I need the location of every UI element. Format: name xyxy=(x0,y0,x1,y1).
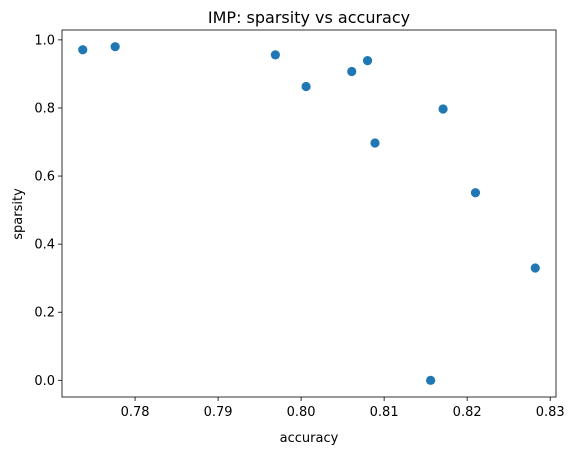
x-axis-ticks: 0.78 0.79 0.80 0.81 0.82 0.83 xyxy=(121,397,565,420)
chart-title: IMP: sparsity vs accuracy xyxy=(208,8,410,27)
data-point xyxy=(78,45,88,55)
y-axis-ticks: 0.0 0.2 0.4 0.6 0.8 1.0 xyxy=(34,33,62,389)
x-tick-label: 0.82 xyxy=(453,405,482,420)
data-points xyxy=(78,42,540,385)
data-point xyxy=(347,66,357,77)
y-tick-label: 0.6 xyxy=(34,170,55,185)
data-point xyxy=(270,50,280,60)
y-axis-label: sparsity xyxy=(11,188,26,240)
data-point xyxy=(470,188,481,198)
data-point xyxy=(370,138,380,148)
x-tick-label: 0.78 xyxy=(121,405,150,420)
plot-frame xyxy=(61,29,557,398)
data-point xyxy=(438,104,448,114)
data-point xyxy=(426,375,436,385)
y-tick-label: 1.0 xyxy=(34,33,55,48)
y-tick-label: 0.4 xyxy=(34,238,55,253)
data-point xyxy=(530,263,540,273)
x-tick-label: 0.80 xyxy=(287,405,316,420)
y-tick-label: 0.2 xyxy=(34,306,55,321)
data-point xyxy=(110,42,120,52)
x-tick-label: 0.79 xyxy=(204,405,233,420)
x-tick-label: 0.83 xyxy=(536,405,565,420)
y-tick-label: 0.8 xyxy=(34,101,55,116)
y-tick-label: 0.0 xyxy=(34,374,55,389)
data-point xyxy=(301,81,311,92)
x-tick-label: 0.81 xyxy=(370,405,399,420)
x-axis-label: accuracy xyxy=(280,431,339,446)
data-point xyxy=(362,56,373,66)
